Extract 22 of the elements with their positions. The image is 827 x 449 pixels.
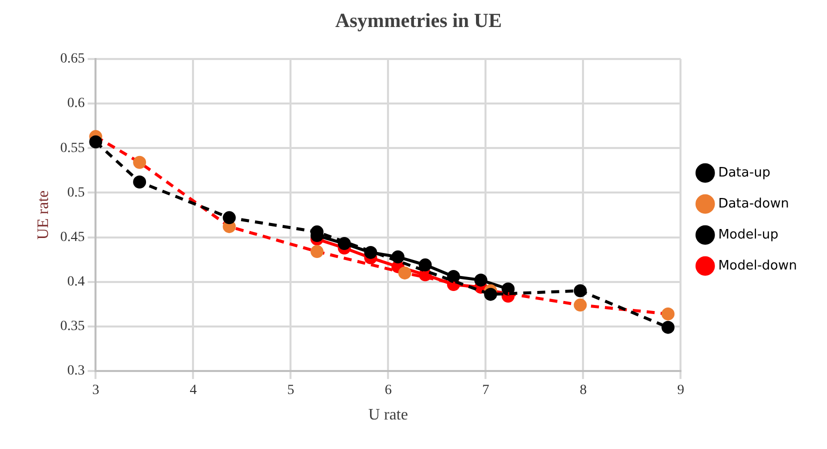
- x-tick-label: 5: [287, 383, 294, 398]
- x-tick-label: 8: [580, 383, 587, 398]
- y-tick-label: 0.5: [67, 185, 85, 200]
- x-tick-label: 4: [190, 383, 197, 398]
- legend-label: Data-up: [718, 165, 770, 180]
- legend-label: Model-up: [718, 227, 778, 242]
- chart-title: Asymmetries in UE: [335, 10, 502, 32]
- x-tick-label: 7: [482, 383, 490, 398]
- y-tick-label: 0.35: [60, 319, 85, 334]
- y-tick-label: 0.3: [67, 364, 85, 379]
- legend-label: Data-down: [718, 196, 790, 212]
- x-axis-title: U rate: [368, 406, 408, 424]
- y-axis-title: UE rate: [34, 190, 52, 240]
- x-tick-label: 9: [677, 383, 684, 398]
- x-tick-label: 3: [92, 383, 100, 398]
- x-tick-label: 6: [384, 383, 392, 398]
- y-tick-label: 0.45: [60, 230, 85, 245]
- y-tick-label: 0.55: [60, 140, 85, 156]
- y-tick-label: 0.6: [67, 96, 85, 112]
- legend-label: Model-down: [718, 258, 798, 274]
- y-tick-label: 0.4: [67, 274, 85, 290]
- y-tick-label: 0.65: [60, 52, 85, 67]
